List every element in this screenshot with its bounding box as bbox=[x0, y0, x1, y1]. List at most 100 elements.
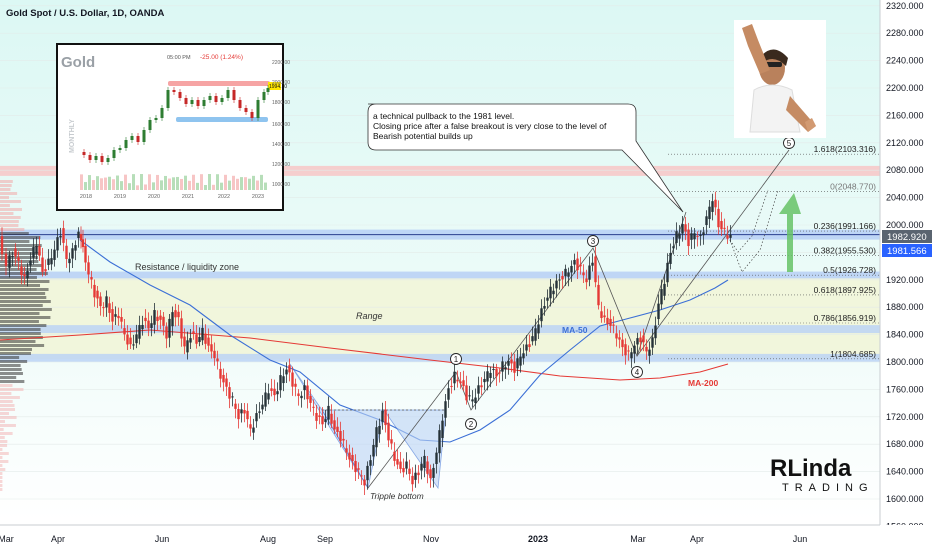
candle-body bbox=[321, 416, 324, 425]
candle-body bbox=[468, 395, 471, 397]
candle-body bbox=[318, 415, 321, 417]
inset-y-tick: 1000.00 bbox=[272, 182, 290, 188]
candle-body bbox=[291, 372, 294, 387]
candle-body bbox=[44, 269, 47, 272]
candle-body bbox=[681, 223, 684, 234]
candle-body bbox=[204, 333, 207, 344]
candle-body bbox=[141, 324, 144, 330]
y-tick-label: 1760.000 bbox=[886, 384, 924, 394]
candle-body bbox=[576, 258, 579, 271]
candle-body bbox=[600, 311, 603, 318]
wave-3-number: 3 bbox=[591, 237, 596, 246]
volume-profile-bar bbox=[0, 320, 39, 323]
candle-body bbox=[126, 334, 129, 345]
candle-body bbox=[663, 283, 666, 296]
candle-body bbox=[74, 245, 77, 251]
volume-profile-bar bbox=[0, 188, 11, 191]
tripple-bottom-label: Tripple bottom bbox=[370, 491, 424, 501]
candle-body bbox=[315, 413, 318, 421]
candle-body bbox=[624, 344, 627, 356]
time-axis[interactable] bbox=[0, 525, 932, 550]
candle-body bbox=[135, 334, 138, 344]
inset-volume-bar bbox=[248, 178, 251, 190]
candle-body bbox=[672, 246, 675, 249]
inset-candle-body bbox=[232, 90, 236, 100]
candle-body bbox=[47, 258, 50, 265]
inset-volume-bar bbox=[188, 180, 191, 190]
candle-body bbox=[561, 275, 564, 280]
volume-profile-bar bbox=[0, 464, 3, 467]
price-axis[interactable] bbox=[880, 0, 932, 525]
inset-volume-bar bbox=[208, 174, 211, 190]
candle-body bbox=[387, 422, 390, 441]
inset-volume-bar bbox=[252, 175, 255, 190]
candle-body bbox=[444, 401, 447, 418]
candle-body bbox=[360, 475, 363, 477]
candle-body bbox=[720, 221, 723, 230]
candle-body bbox=[450, 385, 453, 387]
volume-profile-bar bbox=[0, 488, 3, 491]
candle-body bbox=[186, 340, 189, 353]
candle-body bbox=[297, 393, 300, 396]
wave-1: 1 bbox=[450, 353, 462, 365]
volume-profile-bar bbox=[0, 396, 20, 399]
candle-body bbox=[366, 465, 369, 481]
x-tick-label: Nov bbox=[423, 534, 440, 544]
inset-x-tick: 2019 bbox=[114, 194, 126, 200]
trend-line bbox=[636, 149, 790, 357]
candle-body bbox=[56, 237, 59, 251]
candle-body bbox=[555, 280, 558, 289]
volume-profile-bar bbox=[0, 232, 29, 235]
candle-body bbox=[447, 388, 450, 400]
x-tick-label: Mar bbox=[630, 534, 646, 544]
inset-volume-bar bbox=[140, 174, 143, 190]
volume-profile-bar bbox=[0, 224, 19, 227]
volume-profile-bar bbox=[0, 324, 47, 327]
volume-profile-bar bbox=[0, 388, 24, 391]
candle-body bbox=[486, 371, 489, 382]
fib-label: 0.618(1897.925) bbox=[814, 285, 877, 295]
volume-profile-bar bbox=[0, 252, 41, 255]
fib-label: 0.382(1955.530) bbox=[814, 245, 877, 255]
volume-profile-bar bbox=[0, 344, 45, 347]
candle-body bbox=[240, 409, 243, 414]
candle-body bbox=[282, 376, 285, 384]
volume-profile-bar bbox=[0, 336, 43, 339]
candle-body bbox=[357, 468, 360, 470]
candle-body bbox=[306, 385, 309, 400]
secondary-price-tag: 1981.566 bbox=[882, 244, 932, 257]
logo-line-2: TRADING bbox=[782, 482, 874, 494]
candle-body bbox=[0, 236, 4, 255]
candle-body bbox=[210, 344, 213, 352]
candle-body bbox=[87, 262, 90, 275]
candle-body bbox=[642, 335, 645, 343]
volume-profile-bar bbox=[0, 236, 41, 239]
candle-body bbox=[129, 337, 132, 345]
inset-volume-bar bbox=[220, 182, 223, 190]
candle-body bbox=[678, 233, 681, 239]
candle-body bbox=[8, 255, 11, 268]
candle-body bbox=[35, 246, 38, 254]
candle-body bbox=[630, 352, 633, 359]
candle-body bbox=[696, 235, 699, 237]
candle-body bbox=[71, 248, 74, 259]
y-tick-label: 1680.000 bbox=[886, 439, 924, 449]
candle-body bbox=[462, 380, 465, 387]
candle-body bbox=[279, 375, 282, 391]
inset-candle-body bbox=[226, 90, 230, 98]
volume-profile-bar bbox=[0, 352, 31, 355]
candle-body bbox=[120, 316, 123, 322]
candle-body bbox=[606, 317, 609, 325]
inset-x-tick: 2020 bbox=[148, 194, 160, 200]
candle-body bbox=[153, 310, 156, 325]
candle-body bbox=[597, 284, 600, 306]
brand-logo: RLinda TRADING bbox=[770, 455, 874, 494]
inset-volume-bar bbox=[236, 178, 239, 190]
inset-volume-bar bbox=[168, 178, 171, 190]
candle-body bbox=[675, 231, 678, 243]
inset-candle-body bbox=[172, 90, 176, 92]
current-price-tag: 1982.920 bbox=[882, 230, 932, 243]
candle-body bbox=[714, 199, 717, 208]
candle-body bbox=[666, 262, 669, 283]
